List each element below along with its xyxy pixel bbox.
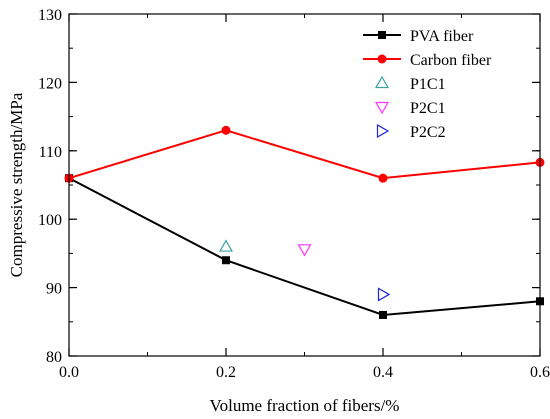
x-tick-label: 0.4 (373, 364, 393, 381)
legend-label: P2C2 (410, 124, 446, 141)
series-line (68, 177, 541, 316)
legend-item: P1C1 (374, 75, 446, 93)
y-tick-label: 80 (46, 349, 62, 366)
legend-marker (374, 75, 390, 89)
plot-frame (68, 13, 541, 357)
legend-marker (377, 54, 387, 64)
series-p2c2 (377, 287, 391, 302)
series-layer (64, 125, 545, 319)
legend-label: Carbon fiber (410, 52, 492, 69)
x-tick-label: 0.2 (216, 364, 236, 381)
series-p1c1 (218, 239, 234, 252)
y-tick-label: 100 (38, 212, 62, 229)
legend-marker (378, 31, 386, 39)
data-point (221, 125, 231, 135)
legend-marker (374, 101, 390, 115)
x-tick-label: 0.0 (59, 364, 79, 381)
y-tick-label: 130 (38, 7, 62, 24)
legend-item: Carbon fiber (363, 52, 492, 69)
series-carbon-fiber (64, 125, 545, 183)
y-tick-label: 110 (39, 144, 62, 161)
series-pva-fiber (65, 174, 544, 319)
legend-label: PVA fiber (410, 28, 474, 45)
data-point (377, 287, 391, 302)
x-axis-title: Volume fraction of fibers/% (210, 396, 400, 415)
data-point (222, 256, 230, 265)
data-point (297, 244, 312, 257)
data-point (378, 173, 388, 183)
y-tick-label: 120 (38, 75, 62, 92)
data-point (218, 239, 234, 252)
data-point (379, 310, 387, 319)
x-tick-label: 0.6 (530, 364, 550, 381)
legend-marker (376, 123, 390, 139)
legend-label: P2C1 (410, 100, 446, 117)
y-tick-label: 90 (46, 281, 62, 298)
legend-label: P1C1 (410, 76, 446, 93)
legend-item: P2C2 (376, 123, 446, 141)
legend: PVA fiber Carbon fiber P1C1 P2C1 P2C2 (363, 28, 492, 141)
series-line (68, 129, 541, 180)
tick-labels: 0.0 0.2 0.4 0.6 80 90 100 110 120 130 (38, 7, 550, 381)
legend-item: P2C1 (374, 100, 446, 117)
series-p2c1 (297, 244, 312, 257)
y-axis-title: Compressive strength/MPa (7, 92, 26, 277)
legend-item: PVA fiber (363, 28, 474, 45)
